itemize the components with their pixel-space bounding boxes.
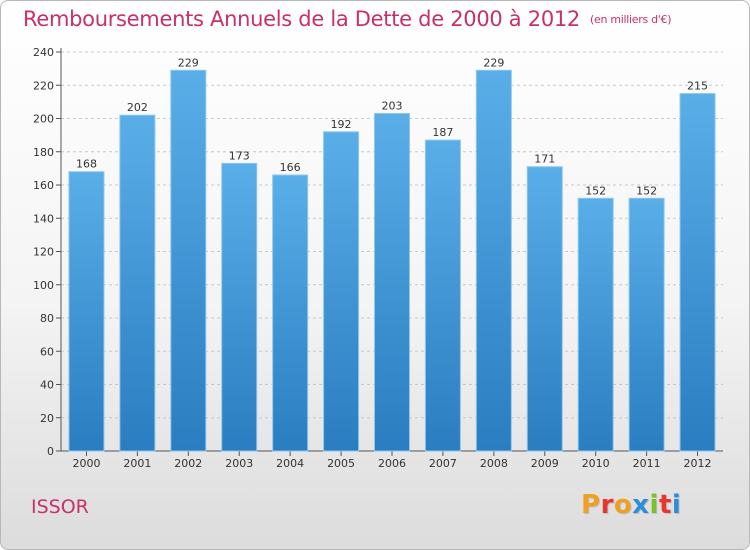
y-tick-label: 0	[47, 445, 54, 458]
logo-letter: i	[671, 490, 682, 520]
bar[interactable]	[170, 69, 207, 452]
commune-name: ISSOR	[31, 496, 89, 518]
bar[interactable]	[628, 197, 665, 452]
y-tick-label: 180	[33, 146, 54, 159]
bar-value-label: 168	[76, 158, 97, 171]
bar[interactable]	[577, 197, 614, 452]
bar[interactable]	[424, 139, 461, 452]
logo-letter: t	[658, 490, 672, 520]
chart-subtitle: (en milliers d'€)	[590, 13, 672, 26]
bar-value-label: 229	[483, 56, 504, 69]
proxiti-logo[interactable]: Proxiti	[581, 490, 681, 520]
bar-value-label: 152	[585, 184, 606, 197]
bar-value-label: 203	[382, 100, 403, 113]
x-tick-label: 2004	[276, 457, 304, 470]
x-tick-label: 2009	[531, 457, 559, 470]
chart-title-text: Remboursements Annuels de la Dette de 20…	[23, 7, 580, 31]
bar-value-label: 166	[280, 161, 301, 174]
x-tick-label: 2006	[378, 457, 406, 470]
x-tick-label: 2005	[327, 457, 355, 470]
x-tick-label: 2002	[174, 457, 202, 470]
bar-value-label: 202	[127, 101, 148, 114]
y-tick-label: 20	[40, 412, 54, 425]
y-tick-label: 160	[33, 179, 54, 192]
logo-letter: P	[581, 490, 601, 520]
y-tick-label: 240	[33, 46, 54, 59]
axes: 0 20 40 60 80 100 120 140 160 180 200 220 240 2000 200…	[33, 46, 723, 470]
data-labels: 168 202 229 173 166 192 203 187 229 171 152 152 215	[76, 56, 708, 197]
bar[interactable]	[272, 174, 309, 452]
bar-value-label: 173	[229, 149, 250, 162]
y-tick-label: 100	[33, 279, 54, 292]
bar-value-label: 152	[636, 184, 657, 197]
logo-letter: r	[600, 490, 614, 520]
bar[interactable]	[221, 162, 258, 452]
logo-letter: x	[632, 490, 650, 520]
x-tick-label: 2003	[225, 457, 253, 470]
y-tick-label: 40	[40, 379, 54, 392]
y-tick-label: 80	[40, 312, 54, 325]
y-tick-label: 220	[33, 79, 54, 92]
chart-title: Remboursements Annuels de la Dette de 20…	[23, 7, 671, 31]
bar-value-label: 229	[178, 56, 199, 69]
bar[interactable]	[475, 69, 512, 452]
bar[interactable]	[119, 114, 156, 452]
x-tick-label: 2007	[429, 457, 457, 470]
y-tick-label: 120	[33, 246, 54, 259]
bar[interactable]	[679, 93, 716, 452]
x-tick-label: 2012	[684, 457, 712, 470]
bar-value-label: 215	[687, 80, 708, 93]
logo-letter: i	[649, 490, 659, 520]
bar[interactable]	[323, 131, 360, 452]
bar[interactable]	[526, 166, 563, 452]
bar-value-label: 187	[432, 126, 453, 139]
x-tick-label: 2000	[72, 457, 100, 470]
logo-letter: o	[613, 490, 633, 520]
x-tick-label: 2008	[480, 457, 508, 470]
y-tick-label: 140	[33, 212, 54, 225]
x-tick-label: 2001	[123, 457, 151, 470]
bar-value-label: 192	[331, 118, 352, 131]
bar[interactable]	[374, 113, 410, 452]
y-tick-label: 60	[40, 345, 54, 358]
y-tick-label: 200	[33, 113, 54, 126]
bars	[68, 69, 716, 452]
bar[interactable]	[68, 171, 105, 452]
bar-value-label: 171	[534, 153, 555, 166]
x-tick-label: 2010	[582, 457, 610, 470]
x-tick-label: 2011	[633, 457, 661, 470]
